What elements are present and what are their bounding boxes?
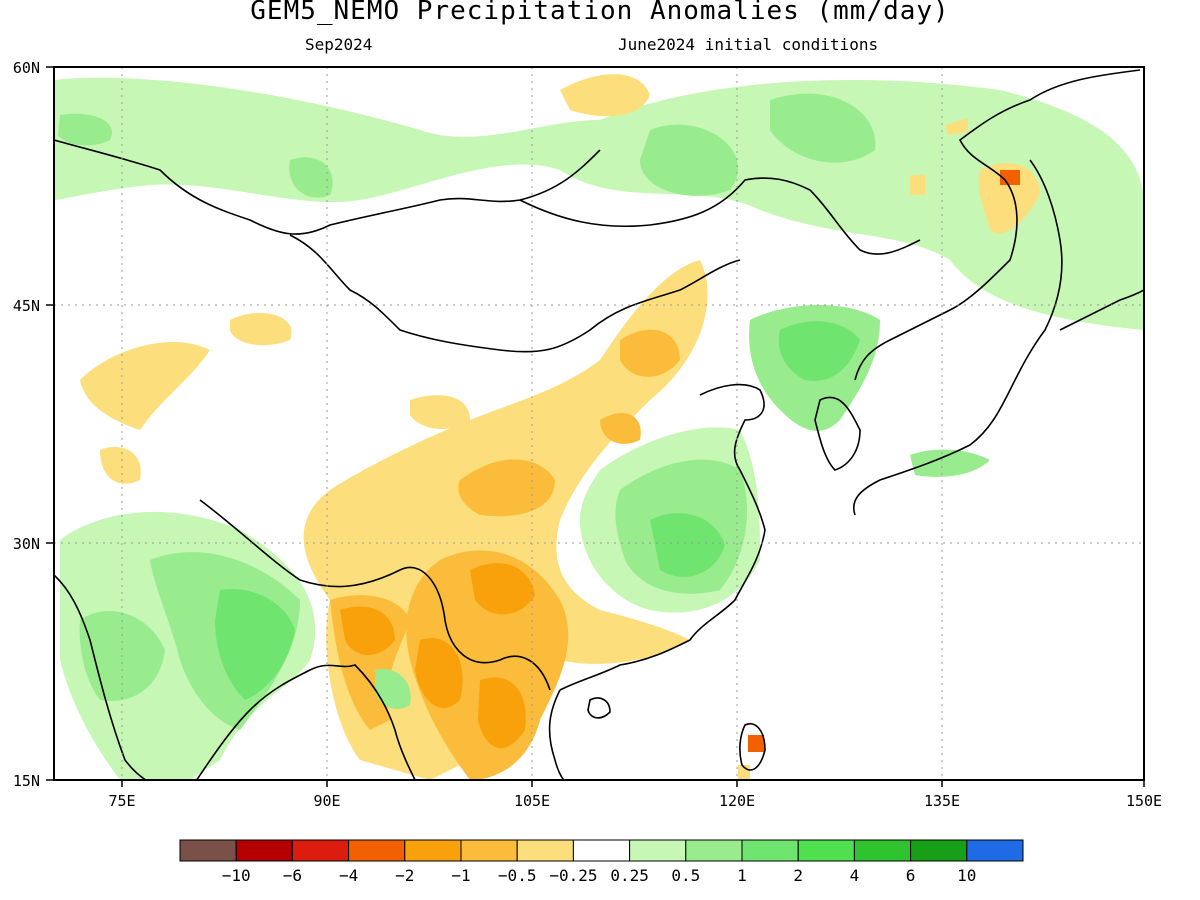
- colorbar-swatch: [966, 839, 1024, 862]
- coastline: [54, 139, 921, 255]
- coastline: [587, 697, 611, 719]
- negative-anomaly-region: [620, 329, 680, 377]
- negative-anomaly-region: [100, 446, 141, 484]
- colorbar-swatch: [685, 839, 743, 862]
- map-title: GEM5_NEMO Precipitation Anomalies (mm/da…: [250, 0, 950, 26]
- lon-label-105e: 105E: [514, 792, 550, 810]
- colorbar-swatch: [235, 839, 293, 862]
- lon-label-90e: 90E: [313, 792, 340, 810]
- lat-label-60n: 60N: [13, 59, 40, 77]
- negative-anomaly-region: [945, 118, 968, 135]
- forecast-month-label: Sep2024: [305, 35, 373, 54]
- negative-anomaly-region: [458, 459, 555, 517]
- colorbar-tick-label: 0.25: [610, 866, 649, 885]
- colorbar-swatch: [179, 839, 237, 862]
- lon-label-135e: 135E: [924, 792, 960, 810]
- anomaly-field: [54, 74, 1144, 780]
- coastline: [814, 396, 861, 471]
- colorbar-tick-label: −0.5: [498, 866, 537, 885]
- lat-label-30n: 30N: [13, 535, 40, 553]
- positive-anomaly-region: [650, 513, 725, 577]
- map-frame: [53, 66, 1145, 781]
- coastline: [739, 723, 766, 771]
- colorbar-tick-label: 4: [850, 866, 860, 885]
- lon-label-75e: 75E: [108, 792, 135, 810]
- positive-anomaly-region: [58, 113, 112, 146]
- positive-anomaly-region: [778, 321, 860, 381]
- colorbar-tick-label: −2: [395, 866, 414, 885]
- colorbar-swatch: [516, 839, 574, 862]
- colorbar-swatch: [629, 839, 687, 862]
- country-border: [289, 234, 741, 353]
- lon-label-120e: 120E: [719, 792, 755, 810]
- negative-anomaly-region: [600, 412, 641, 444]
- colorbar-swatch: [910, 839, 968, 862]
- colorbar-tick-label: −6: [283, 866, 302, 885]
- coastline: [853, 159, 1063, 516]
- negative-anomaly-region: [910, 175, 925, 195]
- initial-conditions-label: June2024 initial conditions: [618, 35, 879, 54]
- colorbar-tick-label: −10: [222, 866, 251, 885]
- coastline: [54, 574, 416, 780]
- colorbar-tick-label: −0.25: [549, 866, 597, 885]
- lat-label-45n: 45N: [13, 297, 40, 315]
- lon-label-150e: 150E: [1126, 792, 1162, 810]
- colorbar: [179, 839, 1024, 862]
- colorbar-tick-label: −1: [451, 866, 470, 885]
- negative-anomaly-region: [406, 550, 569, 780]
- colorbar-swatch: [572, 839, 631, 862]
- axis-ticks: [46, 66, 1145, 787]
- colorbar-tick-label: 1: [737, 866, 747, 885]
- positive-anomaly-region: [640, 124, 739, 196]
- colorbar-labels: −10 −6 −4 −2 −1 −0.5 −0.25 0.25 0.5 1 2 4 6 10: [222, 866, 977, 885]
- negative-anomaly-region: [748, 735, 764, 752]
- positive-anomaly-region: [375, 669, 411, 710]
- country-border: [199, 499, 551, 691]
- colorbar-tick-label: 10: [957, 866, 976, 885]
- coastline: [1059, 289, 1144, 331]
- colorbar-swatch: [348, 839, 406, 862]
- negative-anomaly-region: [80, 341, 210, 430]
- colorbar-swatch: [460, 839, 518, 862]
- colorbar-swatch: [797, 839, 855, 862]
- lat-label-15n: 15N: [13, 772, 40, 790]
- coastlines: [54, 69, 1144, 780]
- colorbar-tick-label: 0.5: [671, 866, 700, 885]
- colorbar-tick-label: 6: [906, 866, 916, 885]
- negative-anomaly-region: [478, 677, 526, 749]
- negative-anomaly-region: [303, 260, 708, 780]
- coastline: [559, 383, 766, 691]
- coastline: [548, 689, 565, 780]
- negative-anomaly-region: [410, 395, 470, 430]
- negative-anomaly-region: [340, 606, 395, 655]
- colorbar-tick-label: −4: [339, 866, 358, 885]
- negative-anomaly-region: [230, 312, 292, 346]
- negative-anomaly-region: [470, 563, 535, 615]
- coastline: [854, 69, 1141, 381]
- positive-anomaly-region: [910, 449, 990, 477]
- negative-anomaly-region: [415, 638, 463, 709]
- positive-anomaly-region: [770, 93, 876, 163]
- negative-anomaly-region: [560, 74, 650, 117]
- colorbar-swatch: [741, 839, 799, 862]
- positive-anomaly-region: [215, 589, 295, 700]
- colorbar-swatch: [404, 839, 462, 862]
- negative-anomaly-region: [978, 163, 1040, 234]
- colorbar-swatch: [853, 839, 912, 862]
- positive-anomaly-region: [289, 157, 333, 198]
- colorbar-swatch: [291, 839, 350, 862]
- colorbar-tick-label: 2: [793, 866, 803, 885]
